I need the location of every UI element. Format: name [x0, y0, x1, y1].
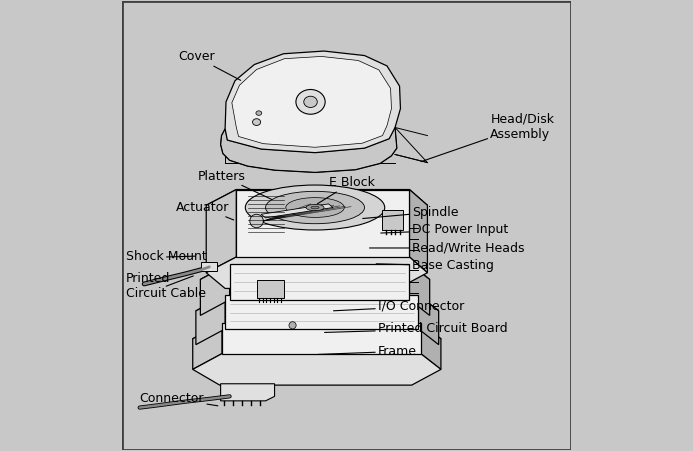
Ellipse shape: [296, 89, 325, 114]
Ellipse shape: [250, 214, 263, 228]
Ellipse shape: [245, 185, 385, 230]
Polygon shape: [419, 295, 439, 345]
Ellipse shape: [265, 191, 365, 224]
Polygon shape: [410, 264, 430, 315]
Text: Read/Write Heads: Read/Write Heads: [369, 241, 524, 254]
Polygon shape: [220, 128, 397, 172]
Ellipse shape: [311, 206, 319, 209]
Text: Head/Disk
Assembly: Head/Disk Assembly: [421, 113, 554, 161]
Text: Shock Mount: Shock Mount: [126, 250, 207, 263]
FancyBboxPatch shape: [383, 210, 403, 230]
Polygon shape: [225, 51, 401, 152]
Text: Platters: Platters: [198, 170, 272, 200]
Polygon shape: [229, 264, 410, 299]
Ellipse shape: [256, 111, 262, 115]
Polygon shape: [225, 295, 419, 329]
Polygon shape: [421, 323, 441, 369]
Polygon shape: [207, 189, 428, 221]
Text: Frame: Frame: [318, 345, 417, 358]
Polygon shape: [196, 295, 225, 345]
Polygon shape: [196, 295, 439, 327]
Ellipse shape: [306, 204, 324, 211]
Text: Cover: Cover: [178, 51, 240, 80]
FancyBboxPatch shape: [201, 262, 218, 272]
Polygon shape: [193, 354, 441, 385]
Text: Printed Circuit Board: Printed Circuit Board: [324, 322, 507, 336]
Polygon shape: [410, 189, 428, 273]
Polygon shape: [207, 189, 236, 273]
FancyBboxPatch shape: [256, 281, 283, 299]
Polygon shape: [193, 323, 222, 369]
Circle shape: [289, 322, 296, 329]
Text: DC Power Input: DC Power Input: [380, 224, 508, 236]
Text: Base Casting: Base Casting: [376, 259, 493, 272]
Text: Spindle: Spindle: [362, 206, 458, 219]
Polygon shape: [200, 264, 430, 295]
Ellipse shape: [252, 119, 261, 125]
Polygon shape: [193, 323, 441, 354]
Polygon shape: [236, 189, 410, 257]
Polygon shape: [207, 257, 428, 289]
Polygon shape: [261, 204, 333, 218]
Polygon shape: [222, 323, 421, 354]
Text: Printed
Circuit Cable: Printed Circuit Cable: [126, 272, 207, 300]
Text: I/O Connector: I/O Connector: [333, 300, 464, 313]
Polygon shape: [220, 384, 274, 401]
Text: Actuator: Actuator: [175, 201, 234, 220]
Ellipse shape: [286, 198, 344, 217]
Text: E Block: E Block: [317, 176, 374, 204]
Ellipse shape: [304, 96, 317, 107]
Polygon shape: [232, 56, 392, 147]
Text: Connector: Connector: [140, 392, 218, 406]
Polygon shape: [200, 264, 229, 315]
